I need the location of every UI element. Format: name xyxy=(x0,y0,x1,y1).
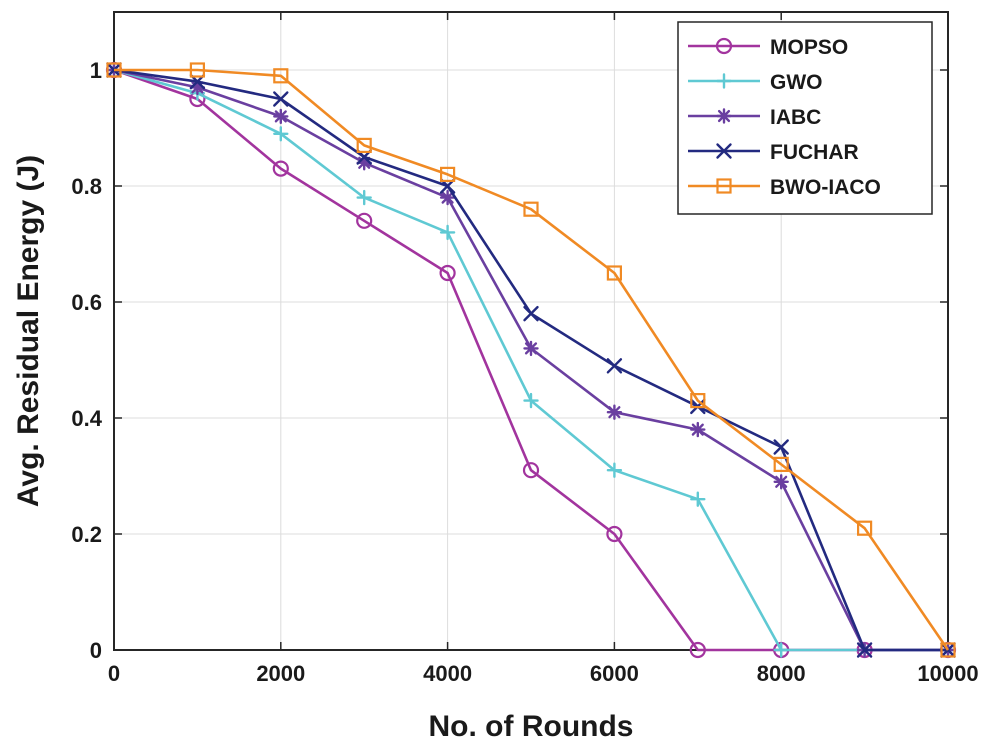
data-point-bwo-iaco xyxy=(356,137,372,153)
data-point-bwo-iaco xyxy=(273,68,289,84)
legend-marker-bwo-iaco xyxy=(716,178,732,194)
data-point-mopso xyxy=(439,264,456,282)
y-tick-label: 0.6 xyxy=(71,290,102,315)
data-point-fuchar xyxy=(523,305,539,322)
series-bwo-iaco xyxy=(106,62,956,658)
y-axis-ticks: 0 0.2 0.4 0.6 0.8 1 xyxy=(71,58,948,663)
data-point-bwo-iaco xyxy=(773,456,789,472)
data-point-bwo-iaco xyxy=(523,201,539,217)
x-tick-label: 2000 xyxy=(256,661,305,686)
data-point-fuchar xyxy=(273,91,289,107)
plot-area-frame xyxy=(113,11,949,651)
legend-label-mopso: MOPSO xyxy=(770,36,848,59)
data-point-fuchar xyxy=(606,358,623,374)
x-tick-label: 4000 xyxy=(423,661,472,686)
legend-item-bwo-iaco: BWO-IACO xyxy=(688,176,881,199)
series-line-bwo-iaco xyxy=(114,68,950,651)
data-point-bwo-iaco xyxy=(106,62,122,78)
data-point-fuchar xyxy=(856,642,873,658)
data-point-mopso xyxy=(272,160,289,177)
y-tick-label: 0.4 xyxy=(71,406,102,431)
data-point-iabc xyxy=(439,189,456,206)
y-tick-label: 0 xyxy=(90,638,102,663)
series-iabc xyxy=(106,62,956,658)
x-axis-ticks: 0 2000 4000 6000 8000 10000 xyxy=(108,12,979,686)
data-point-mopso xyxy=(689,641,706,659)
series-layer xyxy=(105,61,957,659)
data-point-iabc xyxy=(523,340,539,357)
data-point-gwo xyxy=(356,189,372,206)
legend-label-gwo: GWO xyxy=(770,71,823,94)
data-point-iabc xyxy=(606,404,623,420)
data-point-bwo-iaco xyxy=(940,642,956,658)
x-tick-label: 10000 xyxy=(917,661,978,686)
legend-marker-fuchar xyxy=(716,143,732,159)
y-tick-label: 0.8 xyxy=(71,174,102,199)
data-point-bwo-iaco xyxy=(606,265,623,281)
data-point-gwo xyxy=(439,224,456,241)
data-point-gwo xyxy=(606,462,623,478)
data-point-iabc xyxy=(690,421,706,438)
data-point-mopso xyxy=(356,212,373,229)
legend-item-gwo: GWO xyxy=(688,71,823,94)
legend-item-fuchar: FUCHAR xyxy=(688,141,859,164)
x-tick-label: 6000 xyxy=(590,661,639,686)
data-point-bwo-iaco xyxy=(440,166,456,182)
legend-label-bwo-iaco: BWO-IACO xyxy=(770,176,881,199)
legend-label-iabc: IABC xyxy=(770,106,821,129)
x-axis-title: No. of Rounds xyxy=(429,710,634,743)
data-point-gwo xyxy=(273,126,289,142)
data-point-mopso xyxy=(522,462,540,479)
data-point-bwo-iaco xyxy=(189,62,205,78)
legend: MOPSO GWO IABC FUCHAR BWO-IACO xyxy=(677,21,933,215)
data-point-gwo xyxy=(773,642,789,658)
legend-marker-gwo xyxy=(716,73,732,89)
data-point-bwo-iaco xyxy=(856,520,873,536)
data-point-iabc xyxy=(273,108,289,125)
x-tick-label: 0 xyxy=(108,661,120,686)
legend-label-fuchar: FUCHAR xyxy=(770,141,859,164)
data-point-iabc xyxy=(356,155,372,171)
legend-item-iabc: IABC xyxy=(688,106,821,129)
data-point-mopso xyxy=(606,525,623,543)
y-axis-title: Avg. Residual Energy (J) xyxy=(12,155,45,507)
data-point-gwo xyxy=(690,491,706,507)
y-tick-label: 0.2 xyxy=(71,522,102,547)
x-tick-label: 8000 xyxy=(757,661,806,686)
legend-marker-iabc xyxy=(716,108,732,124)
data-point-gwo xyxy=(523,392,539,409)
legend-marker-mopso xyxy=(715,37,733,55)
data-point-fuchar xyxy=(773,439,789,455)
data-point-iabc xyxy=(189,79,206,96)
y-tick-label: 1 xyxy=(90,58,102,83)
legend-item-mopso: MOPSO xyxy=(688,36,848,59)
data-point-bwo-iaco xyxy=(690,393,706,409)
data-point-iabc xyxy=(773,474,789,490)
